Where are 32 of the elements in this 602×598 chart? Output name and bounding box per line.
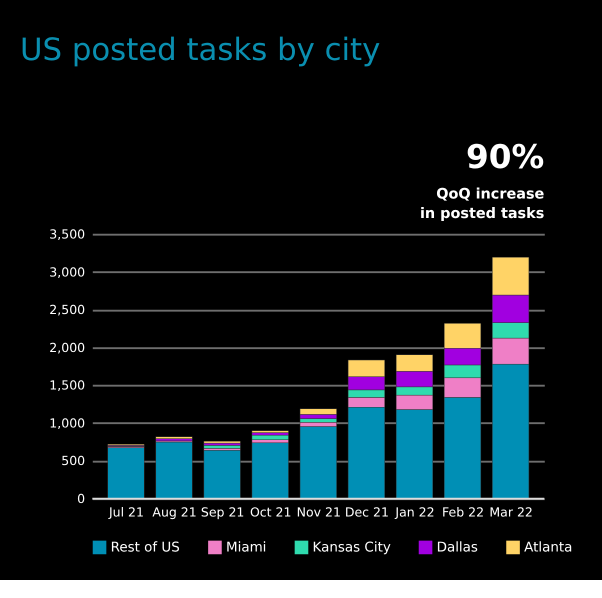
- y-tick-label: 500: [61, 453, 86, 468]
- legend-label: Kansas City: [312, 540, 391, 556]
- y-tick-label: 3,500: [49, 226, 86, 242]
- x-tick-label: Sep 21: [200, 504, 244, 520]
- bar: [252, 434, 289, 440]
- x-tick-label: Dec 21: [344, 504, 389, 520]
- legend-label: Rest of US: [110, 540, 180, 556]
- y-tick-label: 2,500: [49, 302, 86, 318]
- bar: [300, 426, 337, 499]
- bar: [156, 442, 193, 499]
- y-tick-label: 1,500: [49, 378, 86, 393]
- text: 90%: [466, 138, 544, 176]
- x-tick-label: Aug 21: [152, 504, 197, 520]
- x-tick-label: Oct 21: [250, 504, 292, 520]
- y-tick-label: 2,000: [49, 340, 86, 355]
- x-tick-label: Jan 22: [394, 504, 435, 520]
- y-tick-label: 0: [77, 491, 86, 506]
- legend-label: Atlanta: [524, 540, 572, 556]
- bar: [300, 408, 337, 415]
- y-tick-label: 3,000: [49, 264, 86, 280]
- legend-label: Dallas: [436, 540, 478, 556]
- x-tick-label: Jul 21: [108, 504, 144, 520]
- text: in posted tasks: [420, 206, 544, 222]
- y-tick-label: 1,000: [49, 415, 86, 430]
- bar: [252, 442, 289, 499]
- x-tick-label: Nov 21: [296, 504, 341, 520]
- legend-label: Miami: [226, 540, 266, 556]
- chart-title: US posted tasks by city: [20, 32, 380, 68]
- x-tick-label: Mar 22: [489, 504, 533, 520]
- bar: [107, 447, 144, 499]
- text: QoQ increase: [436, 186, 545, 203]
- x-tick-label: Feb 22: [442, 504, 484, 520]
